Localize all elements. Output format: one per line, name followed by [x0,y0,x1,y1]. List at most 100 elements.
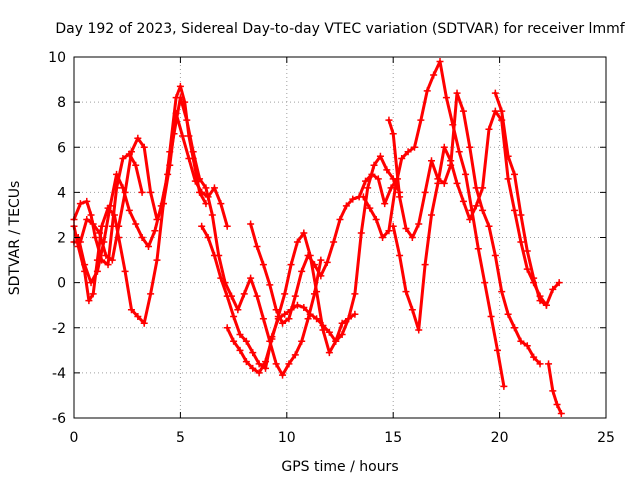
data-point [83,197,91,205]
data-point [259,315,267,323]
data-point [240,290,248,298]
data-point [198,222,206,230]
data-point [176,94,184,102]
data-point [549,387,557,395]
data-point [487,312,495,320]
data-point [108,222,116,230]
data-point [359,193,367,201]
data-point [210,252,218,260]
data-point [351,290,359,298]
data-point [310,261,318,269]
data-point [504,310,512,318]
data-point [170,130,178,138]
data-point [491,252,499,260]
data-point [191,177,199,185]
data-point [453,89,461,97]
data-point [85,297,93,305]
data-point [304,252,312,260]
chart-title: Day 192 of 2023, Sidereal Day-to-day VTE… [55,21,625,37]
data-point [396,193,404,201]
data-point [208,211,216,219]
data-point [376,152,384,160]
data-point [89,220,97,228]
data-point [421,261,429,269]
data-point [408,234,416,241]
data-point [440,143,448,151]
data-point [372,215,380,223]
data-point [183,116,191,124]
data-point [385,116,393,124]
data-point [408,306,416,314]
data-point [336,215,344,223]
y-tick-label: 2 [57,231,66,247]
y-tick-label: 8 [57,95,66,111]
data-point [362,177,370,185]
data-point [204,234,212,241]
data-point [345,315,353,323]
data-point [247,274,255,282]
data-point [291,292,299,300]
data-point [249,349,257,357]
data-point [115,222,123,230]
data-point [428,211,436,219]
data-point [132,161,140,169]
data-point [415,220,423,228]
data-point [164,170,172,178]
data-point [125,206,133,214]
data-point [96,229,104,237]
data-point [338,319,346,327]
x-tick-label: 5 [176,430,185,446]
data-point [493,346,501,354]
data-point [76,200,84,208]
data-point [202,184,210,192]
data-point [300,229,308,237]
data-point [545,360,553,368]
data-point [306,310,314,318]
data-point [255,360,263,368]
data-point [262,358,270,366]
data-point [230,337,238,345]
data-point [293,238,301,246]
data-point [325,349,333,357]
data-point [379,234,387,241]
data-point [491,107,499,115]
data-point [323,258,331,266]
data-point [285,315,293,323]
x-tick-label: 0 [70,430,79,446]
data-point [249,364,257,372]
data-point [217,274,225,282]
y-tick-label: -2 [52,321,66,337]
data-point [410,143,418,151]
data-point [530,274,538,282]
data-point [549,285,557,293]
data-point [553,400,561,408]
data-point [144,243,152,251]
x-tick-label: 15 [384,430,402,446]
data-point [179,132,187,140]
data-point [472,202,480,210]
data-point [259,261,267,269]
data-point [510,206,518,214]
data-point [485,125,493,133]
data-point [313,288,321,296]
data-point [368,170,376,178]
data-point [325,328,333,336]
data-point [517,238,525,246]
data-point [151,227,159,235]
data-point [287,261,295,269]
y-tick-label: -6 [52,411,66,427]
data-point [523,247,531,255]
data-point [81,261,89,269]
data-point [108,256,116,264]
data-point [223,324,231,332]
data-point [268,335,276,343]
data-point [332,337,340,345]
data-point [196,175,204,183]
data-point [389,130,397,138]
data-point [189,148,197,156]
data-point [440,179,448,187]
data-point [479,206,487,214]
data-point [210,184,218,192]
y-tick-label: 10 [48,50,66,66]
y-tick-label: 4 [57,185,66,201]
